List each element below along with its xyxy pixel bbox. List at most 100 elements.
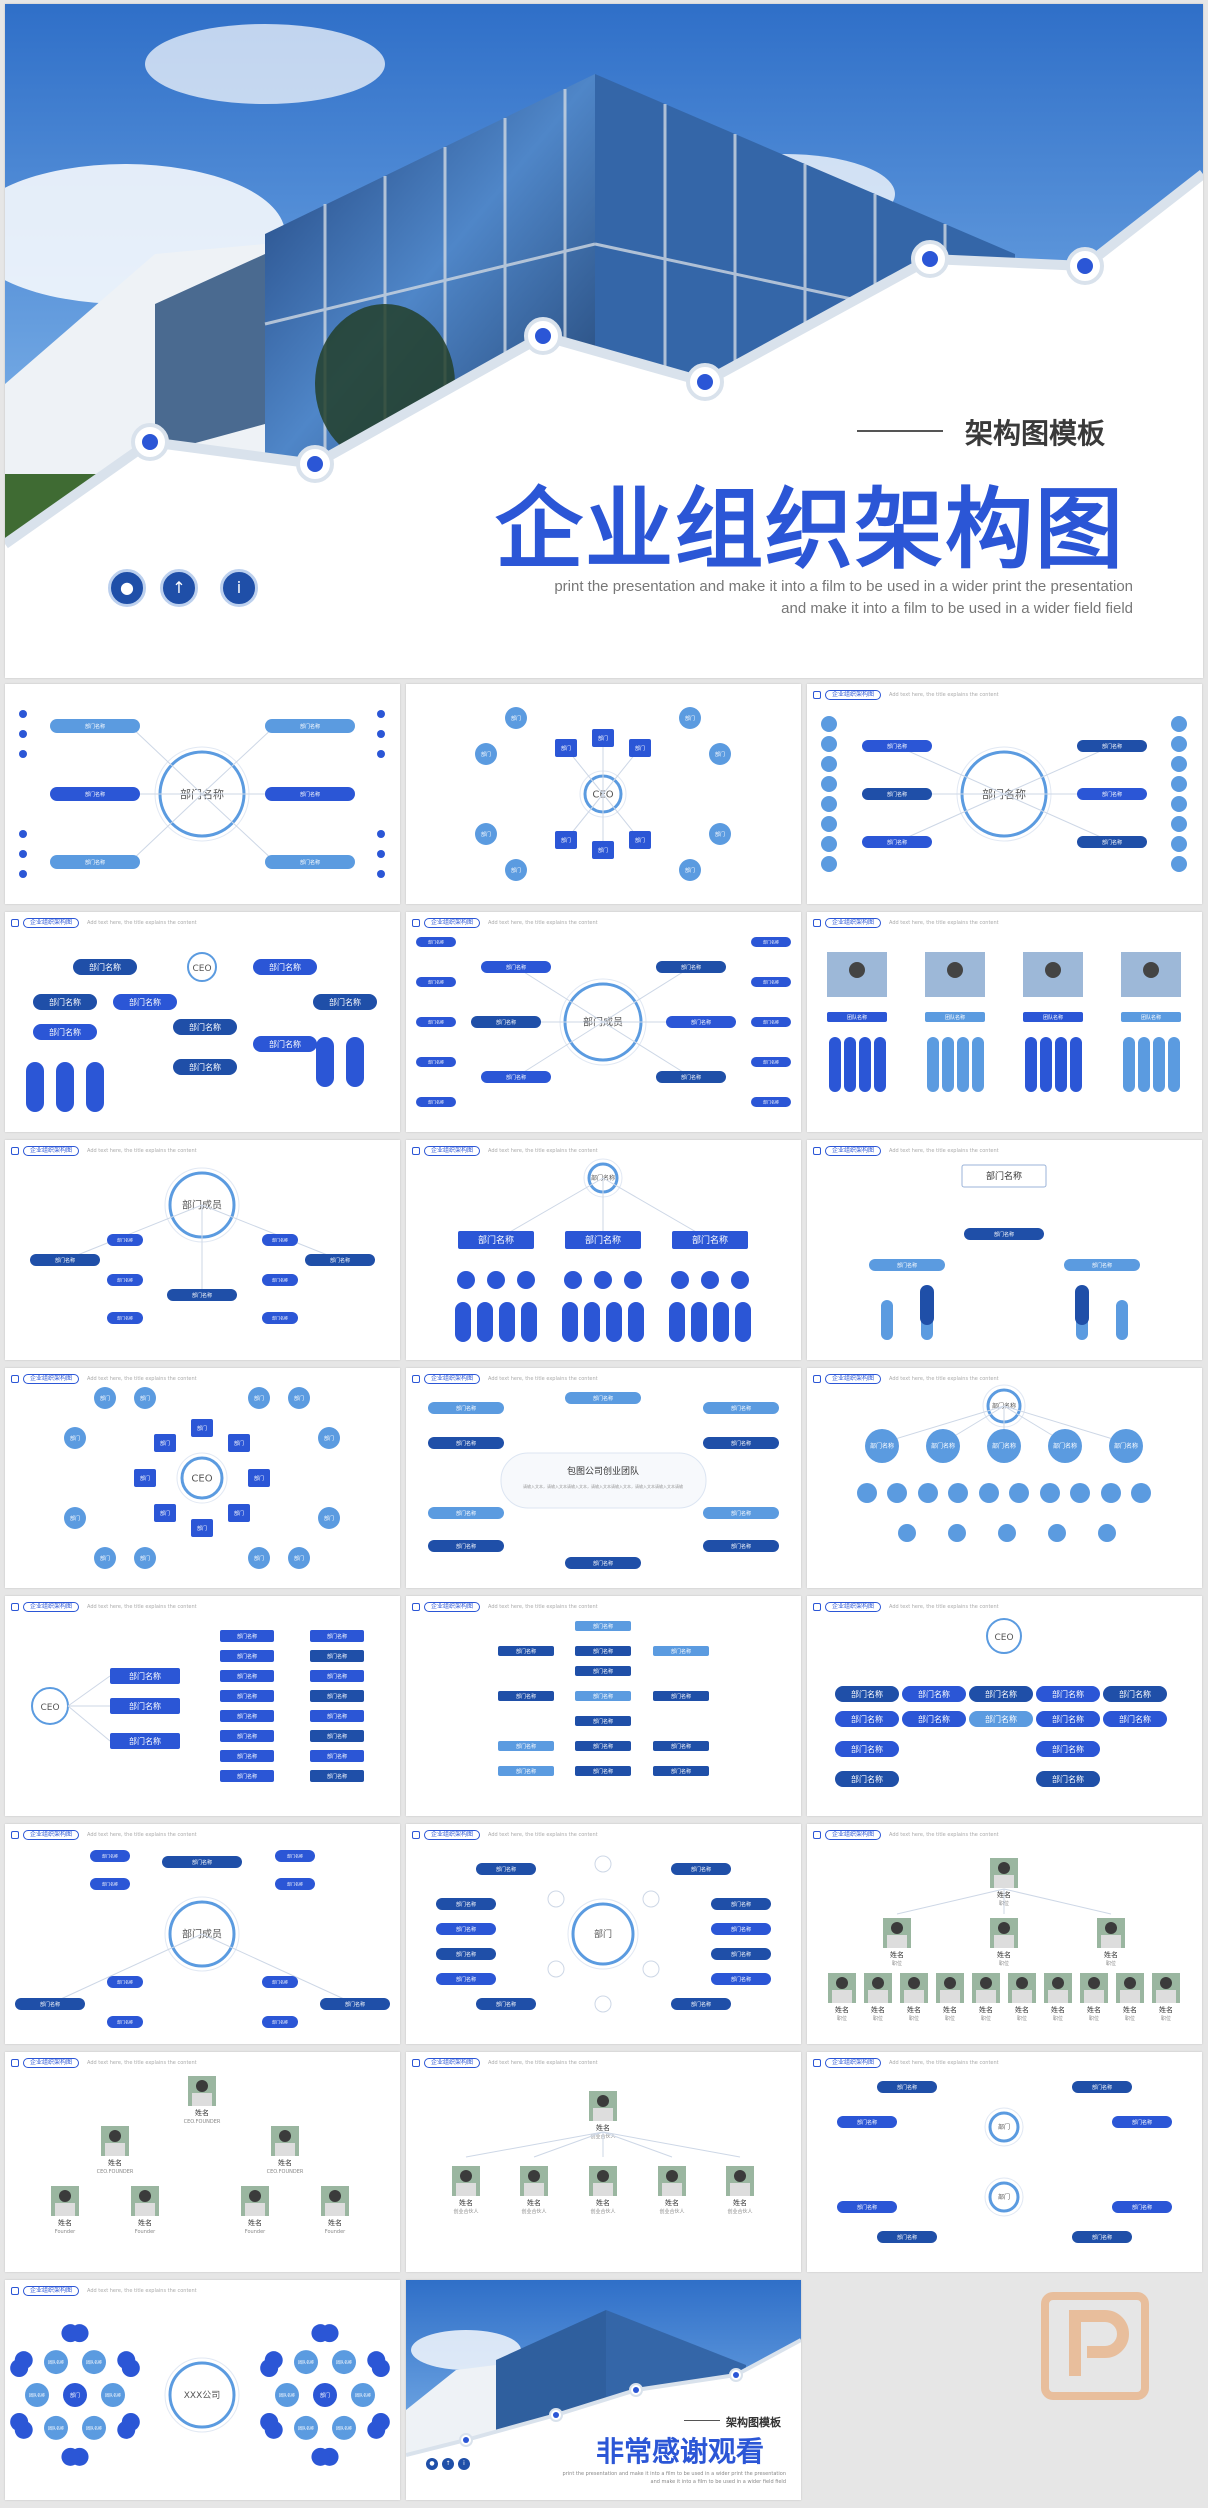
slide-thumbnail-3[interactable]: 部门名称 部门名称 部门名称 部门名称 部门名称 部门名称 部门名称 企业组织架构图 Add t… <box>807 684 1202 904</box>
svg-text:部门: 部门 <box>511 715 521 722</box>
slide-thumbnail-22[interactable]: XXX公司 部门 团队名称 团队名称 团队名称 团队名称 团队名称 团队名称 部门 团队名称 团队名… <box>5 2280 400 2500</box>
slide-tag-desc: Add text here, the title explains the co… <box>889 1604 999 1610</box>
svg-text:部门名称: 部门名称 <box>593 1668 613 1675</box>
svg-text:部门名称: 部门名称 <box>731 1901 751 1908</box>
slide-thumbnail-15[interactable]: CEO 部门名称 部门名称 部门名称 部门名称 部门名称 部门名称 部门名称 部门名称 部门名称部… <box>807 1596 1202 1816</box>
svg-text:部门名称: 部门名称 <box>327 1673 347 1680</box>
slide-thumbnail-16[interactable]: 部门成员 部门名称 部门名称 部门名称 部门名称 部门名称 部门名称 部门名称 部门名称 部门名称… <box>5 1824 400 2044</box>
slide-thumbnail-20[interactable]: 姓名创业合伙人姓名创业合伙人姓名创业合伙人姓名创业合伙人姓名创业合伙人姓名创业合… <box>406 2052 801 2272</box>
ending-slide[interactable]: 架构图模板 非常感谢观看 print the presentation and … <box>406 2280 801 2500</box>
svg-text:部门名称: 部门名称 <box>1114 1442 1138 1450</box>
slide-tag: 企业组织架构图 <box>23 1602 80 1612</box>
slide-thumbnail-19[interactable]: 姓名 CEO.FOUNDER 姓名 CEO.FOUNDER 姓名 CEO.FOUNDER 姓… <box>5 2052 400 2272</box>
ending-subtitle: 架构图模板 <box>726 2416 781 2429</box>
slide-thumbnail-18[interactable]: 姓名 职位 姓名 职位 姓名 职位 姓名 职位 姓名 职位 姓名 职位 姓名 职位 姓名 职位 姓名 职位 姓名 职位… <box>807 1824 1202 2044</box>
slide-thumbnail-5[interactable]: 部门成员 部门名称 部门名称 部门名称 部门名称 部门名称 部门名称 部门名称 部门名称 部门名称… <box>406 912 801 1132</box>
svg-text:部门名称: 部门名称 <box>102 1852 118 1858</box>
svg-text:部门名称: 部门名称 <box>851 1714 883 1724</box>
slide-tag-desc: Add text here, the title explains the co… <box>87 1148 197 1154</box>
svg-text:部门名称: 部门名称 <box>40 2001 60 2008</box>
slide-thumbnail-4[interactable]: CEO 部门名称 部门名称 部门名称 部门名称 部门名称 部门名称 部门名称 部门名称 部门名称企… <box>5 912 400 1132</box>
slide-tag: 企业组织架构图 <box>23 918 80 928</box>
svg-text:部门名称: 部门名称 <box>428 1098 444 1104</box>
svg-text:部门名称: 部门名称 <box>1132 2119 1152 2126</box>
slide-tag-desc: Add text here, the title explains the co… <box>889 692 999 698</box>
svg-text:姓名: 姓名 <box>596 2123 610 2132</box>
svg-text:部门名称: 部门名称 <box>897 1262 917 1269</box>
svg-text:部门名称: 部门名称 <box>327 1733 347 1740</box>
slide-thumbnail-6[interactable]: 团队名称 团队名称 团队名称 团队名称 企业组织架构图 Add text here, th… <box>807 912 1202 1132</box>
svg-text:部门名称: 部门名称 <box>428 1058 444 1064</box>
slide-tag-desc: Add text here, the title explains the co… <box>488 1376 598 1382</box>
svg-text:部门名称: 部门名称 <box>85 859 105 866</box>
svg-text:部门: 部门 <box>324 1435 334 1442</box>
svg-text:部门名称: 部门名称 <box>129 997 161 1007</box>
slide-thumbnail-7[interactable]: 部门成员 部门名称 部门名称 部门名称 部门名称 部门名称 部门名称 部门名称 部门名称 部门名称… <box>5 1140 400 1360</box>
svg-text:部门名称: 部门名称 <box>985 1714 1017 1724</box>
svg-text:部门名称: 部门名称 <box>237 1733 257 1740</box>
svg-text:部门名称: 部门名称 <box>300 859 320 866</box>
svg-text:姓名: 姓名 <box>1104 1950 1118 1959</box>
svg-text:部门名称: 部门名称 <box>496 1019 516 1026</box>
svg-text:部门名称: 部门名称 <box>129 1701 161 1711</box>
slide-tag-desc: Add text here, the title explains the co… <box>488 1604 598 1610</box>
svg-text:职位: 职位 <box>873 2015 883 2022</box>
org-chart-diagram: CEO部门名称部门名称部门名称部门名称部门名称部门名称部门名称部门名称部门名称部… <box>31 1630 364 1782</box>
user-icon[interactable]: ● <box>108 569 146 607</box>
svg-text:CEO.FOUNDER: CEO.FOUNDER <box>97 2169 134 2175</box>
svg-text:部门名称: 部门名称 <box>593 1768 613 1775</box>
svg-text:XXX公司: XXX公司 <box>184 2390 221 2401</box>
slide-tag: 企业组织架构图 <box>424 1830 481 1840</box>
svg-text:姓名: 姓名 <box>278 2158 292 2167</box>
info-icon[interactable]: i <box>458 2458 470 2470</box>
svg-text:姓名: 姓名 <box>871 2005 885 2014</box>
slide-thumbnail-9[interactable]: 部门名称 部门名称 部门名称 部门名称 企业组织架构图 Add text here, th… <box>807 1140 1202 1360</box>
svg-text:创业合伙人: 创业合伙人 <box>521 2208 546 2215</box>
slide-thumbnail-21[interactable]: 部门 部门 部门名称 部门名称 部门名称 部门名称 部门名称 部门名称 部门名称 部门名称 企业组织… <box>807 2052 1202 2272</box>
slide-thumbnail-14[interactable]: 部门名称 部门名称 部门名称 部门名称 部门名称 部门名称 部门名称 部门名称 部门名称 部门名称… <box>406 1596 801 1816</box>
svg-text:部门名称: 部门名称 <box>671 1648 691 1655</box>
slide-header: 企业组织架构图 Add text here, the title explains… <box>11 918 197 928</box>
svg-text:部门名称: 部门名称 <box>89 962 121 972</box>
slide-tag: 企业组织架构图 <box>825 1602 882 1612</box>
upload-icon[interactable]: ↑ <box>442 2458 454 2470</box>
info-icon[interactable]: i <box>220 569 258 607</box>
slide-tag: 企业组织架构图 <box>825 690 882 700</box>
svg-text:部门名称: 部门名称 <box>237 1633 257 1640</box>
building-photo <box>406 2280 801 2457</box>
slide-thumbnail-17[interactable]: 部门 部门名称 部门名称 部门名称 部门名称 部门名称 部门名称 部门名称 部门名称 部门名称 部门… <box>406 1824 801 2044</box>
svg-text:部门: 部门 <box>635 745 645 752</box>
ending-description: print the presentation and make it into … <box>562 2471 786 2485</box>
slide-tag-desc: Add text here, the title explains the co… <box>87 1604 197 1610</box>
slide-thumbnail-1[interactable]: 部门名称 部门名称 部门名称 部门名称 部门名称 部门名称 部门名称 <box>5 684 400 904</box>
svg-text:部门名称: 部门名称 <box>192 1292 212 1299</box>
svg-text:职位: 职位 <box>1161 2015 1171 2022</box>
svg-text:部门名称: 部门名称 <box>478 1234 514 1246</box>
slide-thumbnail-13[interactable]: CEO 部门名称 部门名称 部门名称 部门名称 部门名称 部门名称 部门名称 部门名称 部门名称部… <box>5 1596 400 1816</box>
slide-thumbnail-10[interactable]: CEO 部门 部门 部门 部门 部门 部门 部门 部门 部门 部门 部门 部门 部门 部门 部门 部门 部门 部门部… <box>5 1368 400 1588</box>
upload-icon[interactable]: ↑ <box>160 569 198 607</box>
slide-tag-icon <box>11 2287 19 2295</box>
svg-text:CEO: CEO <box>192 964 211 974</box>
slide-tag-icon <box>813 919 821 927</box>
user-icon[interactable]: ● <box>426 2458 438 2470</box>
svg-text:部门名称: 部门名称 <box>55 1257 75 1264</box>
svg-text:部门: 部门 <box>511 867 521 874</box>
svg-text:部门: 部门 <box>294 1555 304 1562</box>
slide-header: 企业组织架构图 Add text here, the title explains… <box>813 918 999 928</box>
svg-text:部门: 部门 <box>320 2392 330 2399</box>
svg-text:部门名称: 部门名称 <box>327 1713 347 1720</box>
slide-thumbnail-11[interactable]: 包图公司创业团队 请输入文本，请输入文本请输入文本，请输入文本请输入文本，请输入文… <box>406 1368 801 1588</box>
svg-text:部门名称: 部门名称 <box>731 1951 751 1958</box>
slide-tag-desc: Add text here, the title explains the co… <box>889 1832 999 1838</box>
svg-text:部门: 部门 <box>481 751 491 758</box>
cover-slide[interactable]: 架构图模板 企业组织架构图 print the presentation and… <box>5 4 1203 678</box>
svg-text:部门名称: 部门名称 <box>593 1718 613 1725</box>
